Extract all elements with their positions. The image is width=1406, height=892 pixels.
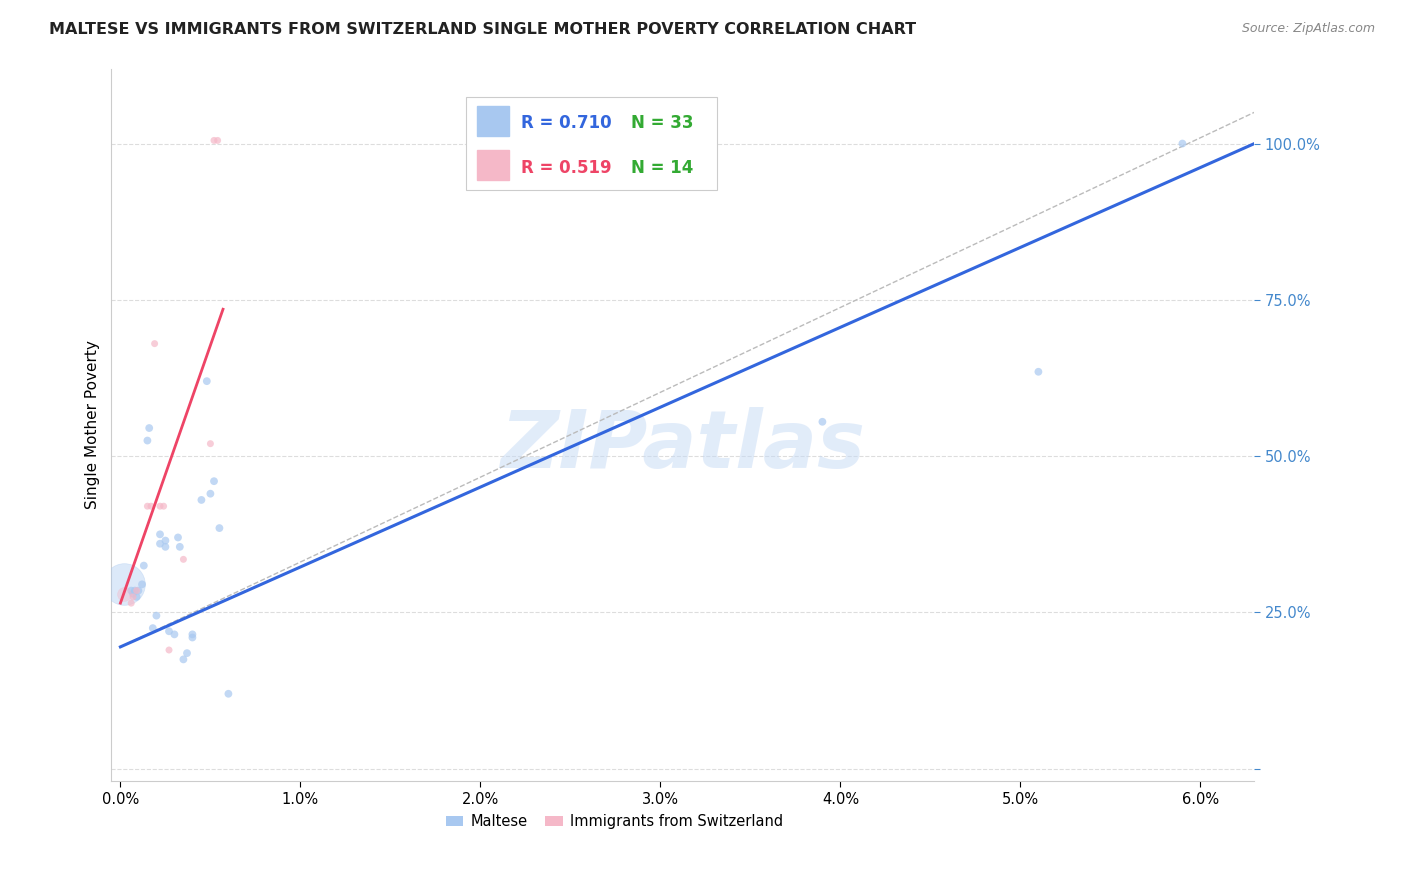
Text: Source: ZipAtlas.com: Source: ZipAtlas.com [1241, 22, 1375, 36]
Point [811, 415, 834, 429]
Point [143, 336, 166, 351]
Point [172, 552, 194, 566]
Point [149, 537, 172, 551]
Point [131, 577, 153, 591]
Point [155, 533, 177, 548]
Point [200, 436, 222, 450]
Text: N = 14: N = 14 [631, 159, 693, 177]
Point [125, 583, 148, 598]
Point [200, 486, 222, 500]
FancyBboxPatch shape [477, 106, 509, 136]
Text: R = 0.710: R = 0.710 [520, 114, 612, 132]
FancyBboxPatch shape [477, 151, 509, 180]
Point [190, 492, 212, 507]
Point [202, 133, 225, 147]
Point [195, 374, 218, 388]
Point [122, 587, 145, 601]
Point [139, 499, 162, 513]
Point [208, 521, 231, 535]
Point [163, 627, 186, 641]
Point [1171, 136, 1194, 151]
Point [155, 540, 177, 554]
Point [167, 531, 190, 545]
Point [120, 583, 142, 598]
Point [181, 627, 204, 641]
Point [172, 652, 194, 666]
Point [122, 590, 145, 604]
Text: R = 0.519: R = 0.519 [520, 159, 612, 177]
Point [112, 577, 135, 591]
Point [1028, 365, 1050, 379]
Point [169, 540, 191, 554]
Y-axis label: Single Mother Poverty: Single Mother Poverty [86, 341, 100, 509]
Point [138, 421, 160, 435]
Point [124, 583, 146, 598]
Point [132, 558, 155, 573]
Text: MALTESE VS IMMIGRANTS FROM SWITZERLAND SINGLE MOTHER POVERTY CORRELATION CHART: MALTESE VS IMMIGRANTS FROM SWITZERLAND S… [49, 22, 917, 37]
Point [157, 643, 180, 657]
Point [207, 133, 229, 147]
Point [176, 646, 198, 660]
Point [136, 434, 159, 448]
Point [181, 631, 204, 645]
Point [112, 587, 135, 601]
Point [136, 499, 159, 513]
Point [145, 608, 167, 623]
Point [127, 583, 149, 598]
Point [202, 474, 225, 488]
Point [217, 687, 239, 701]
Point [157, 624, 180, 639]
FancyBboxPatch shape [465, 97, 717, 190]
Point [149, 499, 172, 513]
Point [120, 596, 142, 610]
Point [125, 590, 148, 604]
Point [149, 527, 172, 541]
Text: N = 33: N = 33 [631, 114, 695, 132]
Point [152, 499, 174, 513]
Text: ZIPatlas: ZIPatlas [501, 408, 866, 485]
Point [142, 621, 165, 635]
Legend: Maltese, Immigrants from Switzerland: Maltese, Immigrants from Switzerland [440, 808, 789, 835]
